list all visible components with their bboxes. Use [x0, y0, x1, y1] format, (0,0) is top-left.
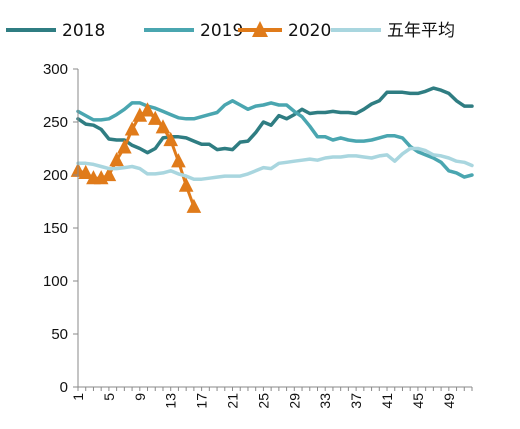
y-tick-label: 0	[60, 379, 68, 396]
y-tick-label: 250	[43, 114, 68, 131]
x-tick-label: 41	[379, 393, 395, 409]
legend-label: 2020	[288, 21, 331, 41]
legend-item-2019: 2019	[144, 21, 243, 41]
data-point-2020	[147, 110, 163, 125]
series-line-五年平均	[76, 146, 474, 181]
data-point-2020	[178, 177, 194, 192]
x-tick-label: 17	[194, 393, 210, 409]
x-tick-label: 37	[348, 393, 364, 409]
y-axis: 0 50 100 150 200 250 300	[43, 61, 79, 396]
data-point-2020	[186, 198, 202, 213]
y-tick-label: 150	[43, 220, 68, 237]
data-point-2020	[140, 102, 155, 117]
data-point-2020	[124, 121, 140, 136]
chart-legend: 2018 2019 2020 五年平均	[6, 21, 455, 41]
plot-area	[70, 86, 474, 213]
legend-item-五年平均: 五年平均	[331, 21, 455, 41]
series-2019	[76, 99, 474, 179]
x-tick-label: 33	[317, 393, 333, 409]
x-tick-label: 1	[70, 393, 86, 401]
data-point-2020	[163, 131, 179, 147]
x-tick-label: 5	[101, 393, 117, 401]
x-tick-label: 45	[410, 393, 426, 409]
series-2018	[76, 86, 474, 155]
x-tick-label: 25	[255, 393, 271, 409]
legend-label: 2019	[200, 21, 243, 41]
x-tick-label: 21	[225, 393, 241, 409]
data-point-2020	[117, 139, 132, 154]
y-tick-label: 100	[43, 273, 68, 290]
x-axis: 1 5 9 13 17 21 25 29 33 37 41 45 49	[70, 386, 473, 409]
legend-label: 2018	[62, 21, 105, 41]
data-point-2020	[171, 153, 186, 168]
legend-item-2018: 2018	[6, 21, 105, 41]
legend-item-2020: 2020	[238, 21, 331, 41]
data-point-2020	[78, 164, 94, 179]
x-tick-label: 29	[286, 393, 302, 409]
legend-marker	[252, 21, 268, 37]
series-line-2019	[76, 99, 474, 179]
y-tick-label: 300	[43, 61, 68, 78]
series-五年平均	[76, 146, 474, 181]
legend-label: 五年平均	[387, 21, 455, 41]
data-point-2020	[155, 119, 171, 134]
data-point-2020	[101, 166, 117, 182]
series-line-2018	[76, 86, 474, 155]
x-tick-label: 49	[441, 393, 457, 409]
x-tick-label: 9	[132, 393, 148, 401]
data-point-2020	[109, 152, 124, 167]
x-tick-label: 13	[163, 393, 179, 409]
series-2020	[70, 102, 202, 213]
y-tick-label: 200	[43, 167, 68, 184]
y-tick-label: 50	[51, 326, 68, 343]
